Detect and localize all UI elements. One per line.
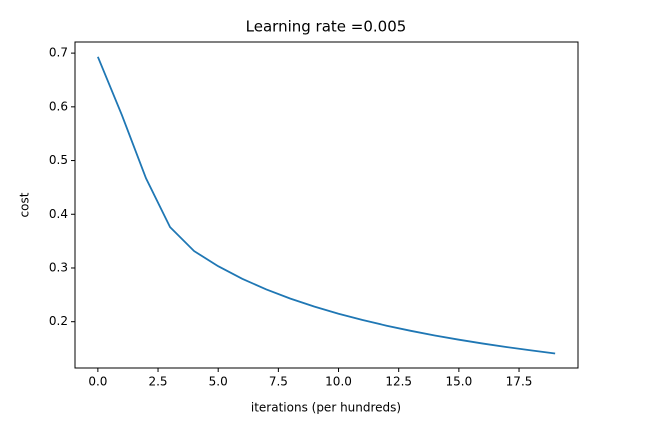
- y-tick-label: 0.7: [49, 46, 68, 60]
- x-tick-label: 7.5: [269, 375, 288, 389]
- x-tick-label: 5.0: [209, 375, 228, 389]
- y-tick-label: 0.2: [49, 314, 68, 328]
- x-tick-label: 10.0: [325, 375, 352, 389]
- x-tick-label: 17.5: [506, 375, 533, 389]
- y-axis-label: cost: [18, 192, 32, 217]
- x-tick-label: 12.5: [385, 375, 412, 389]
- x-tick-label: 15.0: [446, 375, 473, 389]
- chart-title: Learning rate =0.005: [246, 18, 407, 36]
- x-tick-label: 0.0: [88, 375, 107, 389]
- plot-frame: [74, 41, 579, 369]
- line-series: [97, 56, 556, 355]
- y-tick-label: 0.5: [49, 153, 68, 167]
- x-axis-label: iterations (per hundreds): [251, 401, 401, 415]
- x-tick-label: 2.5: [148, 375, 167, 389]
- y-tick-label: 0.3: [49, 260, 68, 274]
- y-tick-label: 0.6: [49, 99, 68, 113]
- y-tick-label: 0.4: [49, 207, 68, 221]
